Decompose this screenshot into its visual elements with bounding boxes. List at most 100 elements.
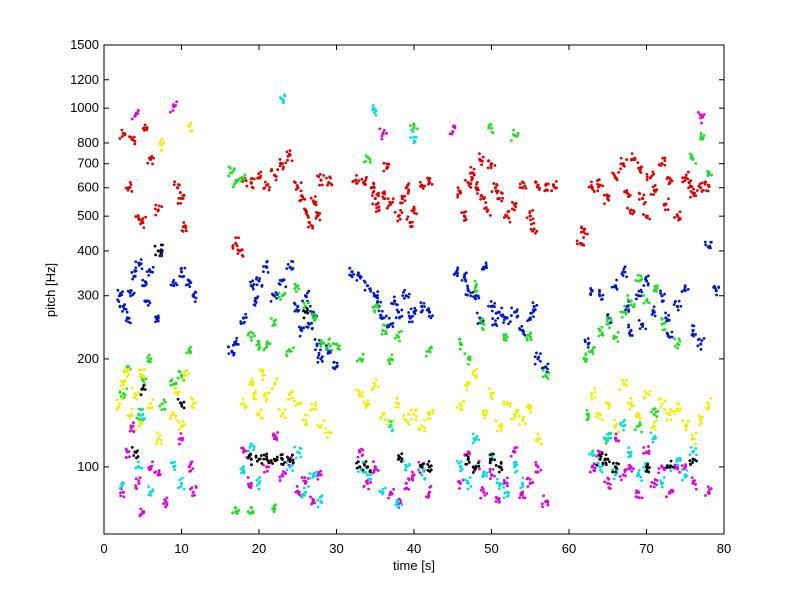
scatter-point [619,478,623,482]
scatter-point [468,358,472,362]
scatter-point [400,503,404,507]
scatter-point [612,424,616,428]
scatter-point [459,469,462,473]
scatter-point [429,345,433,349]
scatter-point [374,109,378,113]
scatter-point [606,439,610,443]
scatter-point [417,469,421,472]
scatter-point [182,400,186,404]
scatter-point [596,449,600,453]
scatter-point [692,187,696,191]
scatter-point [290,159,294,163]
scatter-point [607,406,611,410]
scatter-point [257,339,261,343]
scatter-point [494,312,498,315]
scatter-point [371,104,375,107]
y-tick-label: 700 [77,156,99,171]
scatter-point [380,332,384,336]
scatter-point [491,468,495,471]
scatter-point [629,396,633,400]
scatter-point [179,270,184,274]
scatter-point [355,388,358,392]
scatter-point [486,166,490,170]
scatter-point [241,316,246,320]
scatter-point [488,470,492,474]
scatter-point [249,177,253,181]
scatter-point [142,384,146,387]
scatter-point [306,225,310,229]
scatter-point [484,413,488,416]
scatter-point [159,140,162,143]
scatter-point [274,291,278,294]
scatter-point [169,283,173,287]
scatter-point [546,182,550,186]
scatter-point [603,202,606,206]
scatter-point [326,183,329,187]
scatter-point [372,182,376,186]
scatter-point [463,478,467,482]
scatter-point [257,348,261,351]
scatter-point [422,462,426,465]
scatter-point [373,310,377,314]
scatter-point [403,296,406,300]
scatter-point [136,214,140,218]
scatter-point [376,290,380,293]
scatter-point [178,442,181,446]
scatter-point [131,424,135,428]
scatter-point [582,236,586,239]
scatter-point [458,486,461,490]
scatter-point [121,387,125,391]
scatter-point [612,477,616,481]
scatter-point [286,263,290,266]
scatter-point [127,450,131,454]
scatter-point [368,158,372,161]
scatter-point [651,407,655,411]
scatter-point [136,465,140,469]
scatter-point [663,292,666,296]
scatter-point [714,289,718,293]
scatter-point [601,333,605,337]
scatter-point [644,470,648,473]
scatter-point [652,412,656,417]
scatter-point [489,391,493,395]
scatter-point [276,168,280,171]
scatter-point [626,294,630,297]
scatter-point [642,213,645,216]
scatter-point [193,300,197,303]
scatter-point [601,184,605,188]
scatter-point [694,483,697,486]
scatter-point [602,436,606,440]
scatter-point [140,421,144,425]
scatter-point [364,154,368,157]
scatter-point [624,311,627,315]
scatter-point [146,303,150,307]
scatter-point [137,481,141,485]
x-tick-label: 20 [252,541,266,556]
scatter-point [383,197,387,200]
scatter-point [522,332,525,336]
scatter-point [697,184,701,188]
scatter-point [139,393,143,397]
scatter-point [377,191,380,195]
scatter-point [187,282,190,286]
scatter-point [623,165,626,168]
scatter-point [649,485,653,488]
scatter-point [306,216,310,219]
scatter-point [329,182,333,186]
scatter-point [684,423,688,427]
scatter-point [151,162,154,166]
scatter-point [476,192,479,195]
scatter-point [465,453,468,457]
scatter-point [355,278,359,282]
scatter-point [395,397,399,400]
scatter-point [147,493,151,497]
scatter-point [119,491,122,495]
scatter-point [235,244,239,248]
scatter-point [137,420,141,424]
scatter-point [503,315,506,319]
scatter-point [663,156,667,160]
scatter-point [236,248,240,252]
scatter-point [623,190,627,194]
scatter-point [393,300,397,303]
scatter-point [335,361,339,365]
